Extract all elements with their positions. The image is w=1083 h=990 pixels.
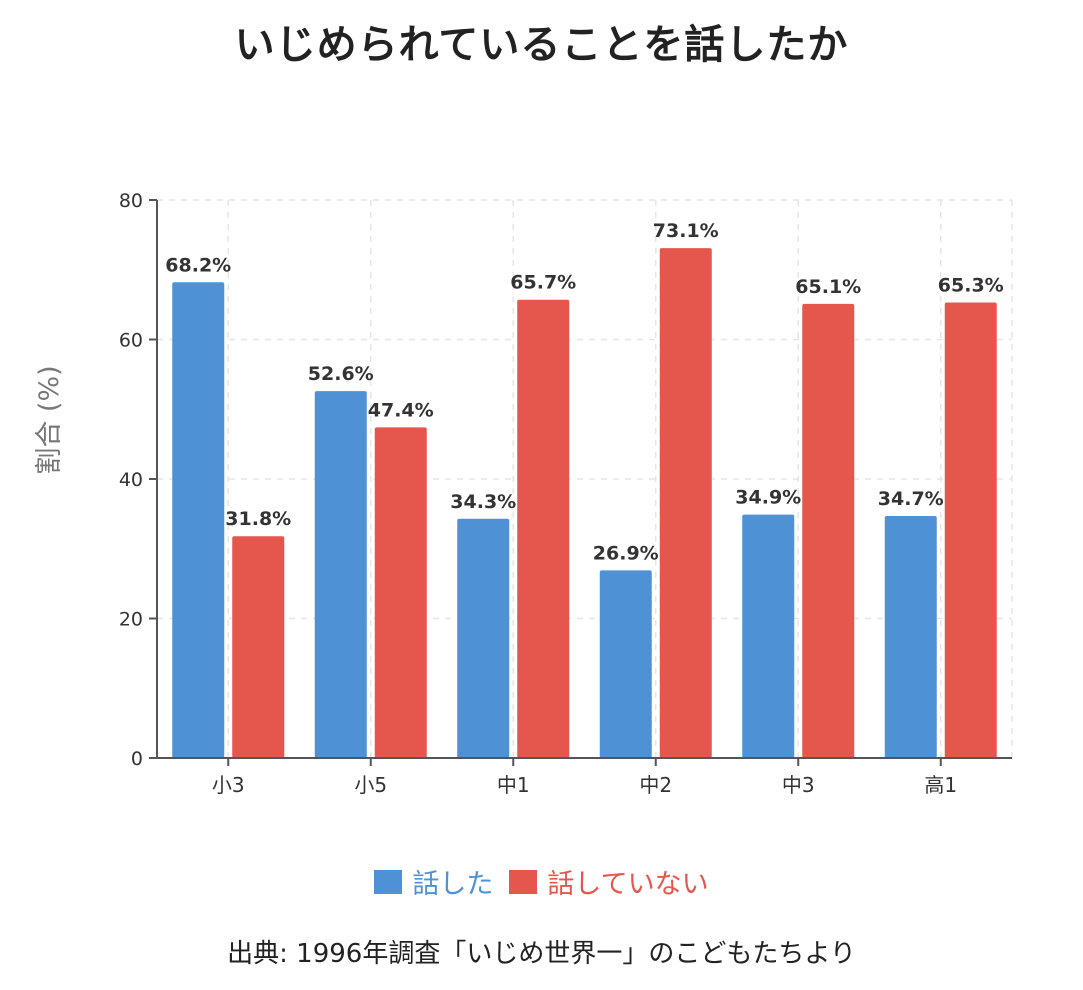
bar-value-label: 73.1% (653, 220, 719, 242)
bar-value-label: 26.9% (593, 542, 659, 564)
bar-value-label: 34.9% (735, 487, 801, 509)
source-note: 出典: 1996年調査「いじめ世界一」のこどもたちより (227, 939, 856, 969)
bar-value-label: 52.6% (308, 363, 374, 385)
bar-中2-話していない (659, 248, 712, 758)
x-tick-label: 高1 (924, 773, 957, 797)
bar-高1-話した (884, 515, 937, 758)
legend-label-not-spoke: 話していない (547, 869, 709, 900)
x-tick-label: 中2 (639, 773, 672, 797)
x-tick-label: 中1 (497, 773, 530, 797)
bars (172, 248, 997, 758)
legend-swatch-spoke (374, 869, 403, 894)
y-ticks: 0 20 40 60 80 (119, 190, 157, 770)
bar-value-label: 65.3% (938, 275, 1004, 297)
bar-小5-話していない (374, 427, 427, 758)
bar-中1-話していない (517, 299, 570, 758)
y-tick-label: 0 (131, 748, 143, 770)
bar-小5-話した (314, 391, 367, 758)
legend-label-spoke: 話した (412, 869, 494, 900)
bar-中3-話した (742, 514, 795, 758)
x-ticks: 小3 小5 中1 中2 中3 高1 (212, 758, 957, 797)
legend: 話した 話していない (0, 862, 1083, 901)
bar-value-label: 65.1% (795, 276, 861, 298)
y-tick-label: 60 (119, 330, 143, 352)
legend-item-not-spoke[interactable]: 話していない (509, 862, 709, 901)
bar-小3-話した (172, 282, 225, 758)
legend-item-spoke[interactable]: 話した (374, 862, 493, 901)
bar-value-labels: 68.2% 31.8% 52.6% 47.4% 34.3% 65.7% 26.9% 73.1%… (165, 220, 1003, 564)
y-tick-label: 80 (119, 190, 143, 212)
bar-中3-話していない (802, 303, 855, 758)
bar-高1-話していない (944, 302, 997, 758)
bar-value-label: 47.4% (368, 399, 434, 421)
x-tick-label: 小5 (354, 773, 387, 797)
y-axis-label: 割合 (%) (34, 365, 65, 474)
x-tick-label: 中3 (782, 773, 815, 797)
y-tick-label: 20 (119, 609, 143, 631)
bar-小3-話していない (232, 536, 285, 758)
gridlines (157, 199, 1013, 758)
bar-中1-話した (457, 518, 510, 758)
chart-title: いじめられていることを話したか (234, 22, 849, 68)
y-tick-label: 40 (119, 469, 143, 491)
bar-中2-話した (599, 570, 652, 758)
bar-value-label: 31.8% (225, 508, 291, 530)
bar-value-label: 68.2% (165, 254, 231, 276)
legend-swatch-not-spoke (509, 869, 538, 894)
bar-value-label: 34.3% (450, 491, 516, 513)
x-tick-label: 小3 (212, 773, 245, 797)
bar-value-label: 65.7% (510, 272, 576, 294)
bar-value-label: 34.7% (878, 488, 944, 510)
axes (156, 200, 1012, 759)
